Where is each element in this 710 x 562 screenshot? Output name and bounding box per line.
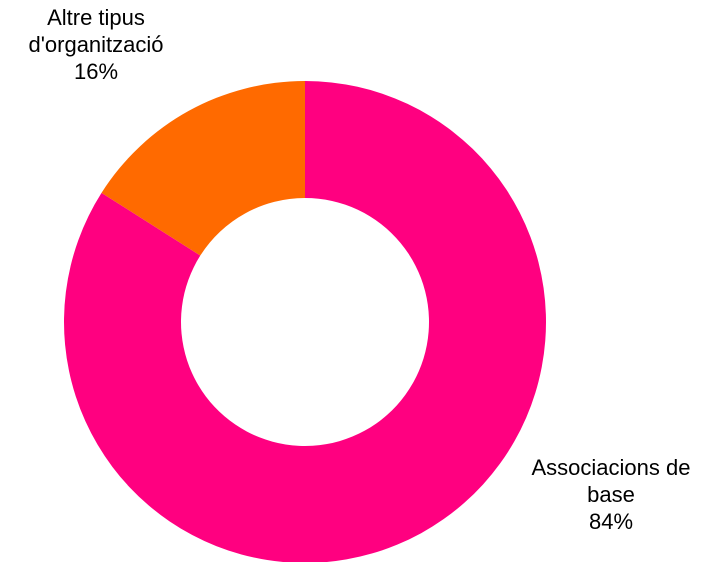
slice-altre-tipus	[101, 81, 305, 256]
slice-label-altre-tipus-line2: d'organització	[28, 32, 164, 57]
slice-label-associacions: Associacions de base 84%	[512, 454, 710, 535]
slice-label-associacions-line2: base	[587, 482, 635, 507]
slice-label-altre-tipus: Altre tipus d'organització 16%	[0, 4, 192, 85]
slice-percent-associacions: 84%	[588, 509, 634, 534]
slice-label-altre-tipus-line1: Altre tipus	[47, 5, 145, 30]
slice-associacions	[64, 81, 546, 562]
slice-label-associacions-line1: Associacions de	[531, 455, 691, 480]
slice-percent-altre-tipus: 16%	[73, 59, 119, 84]
